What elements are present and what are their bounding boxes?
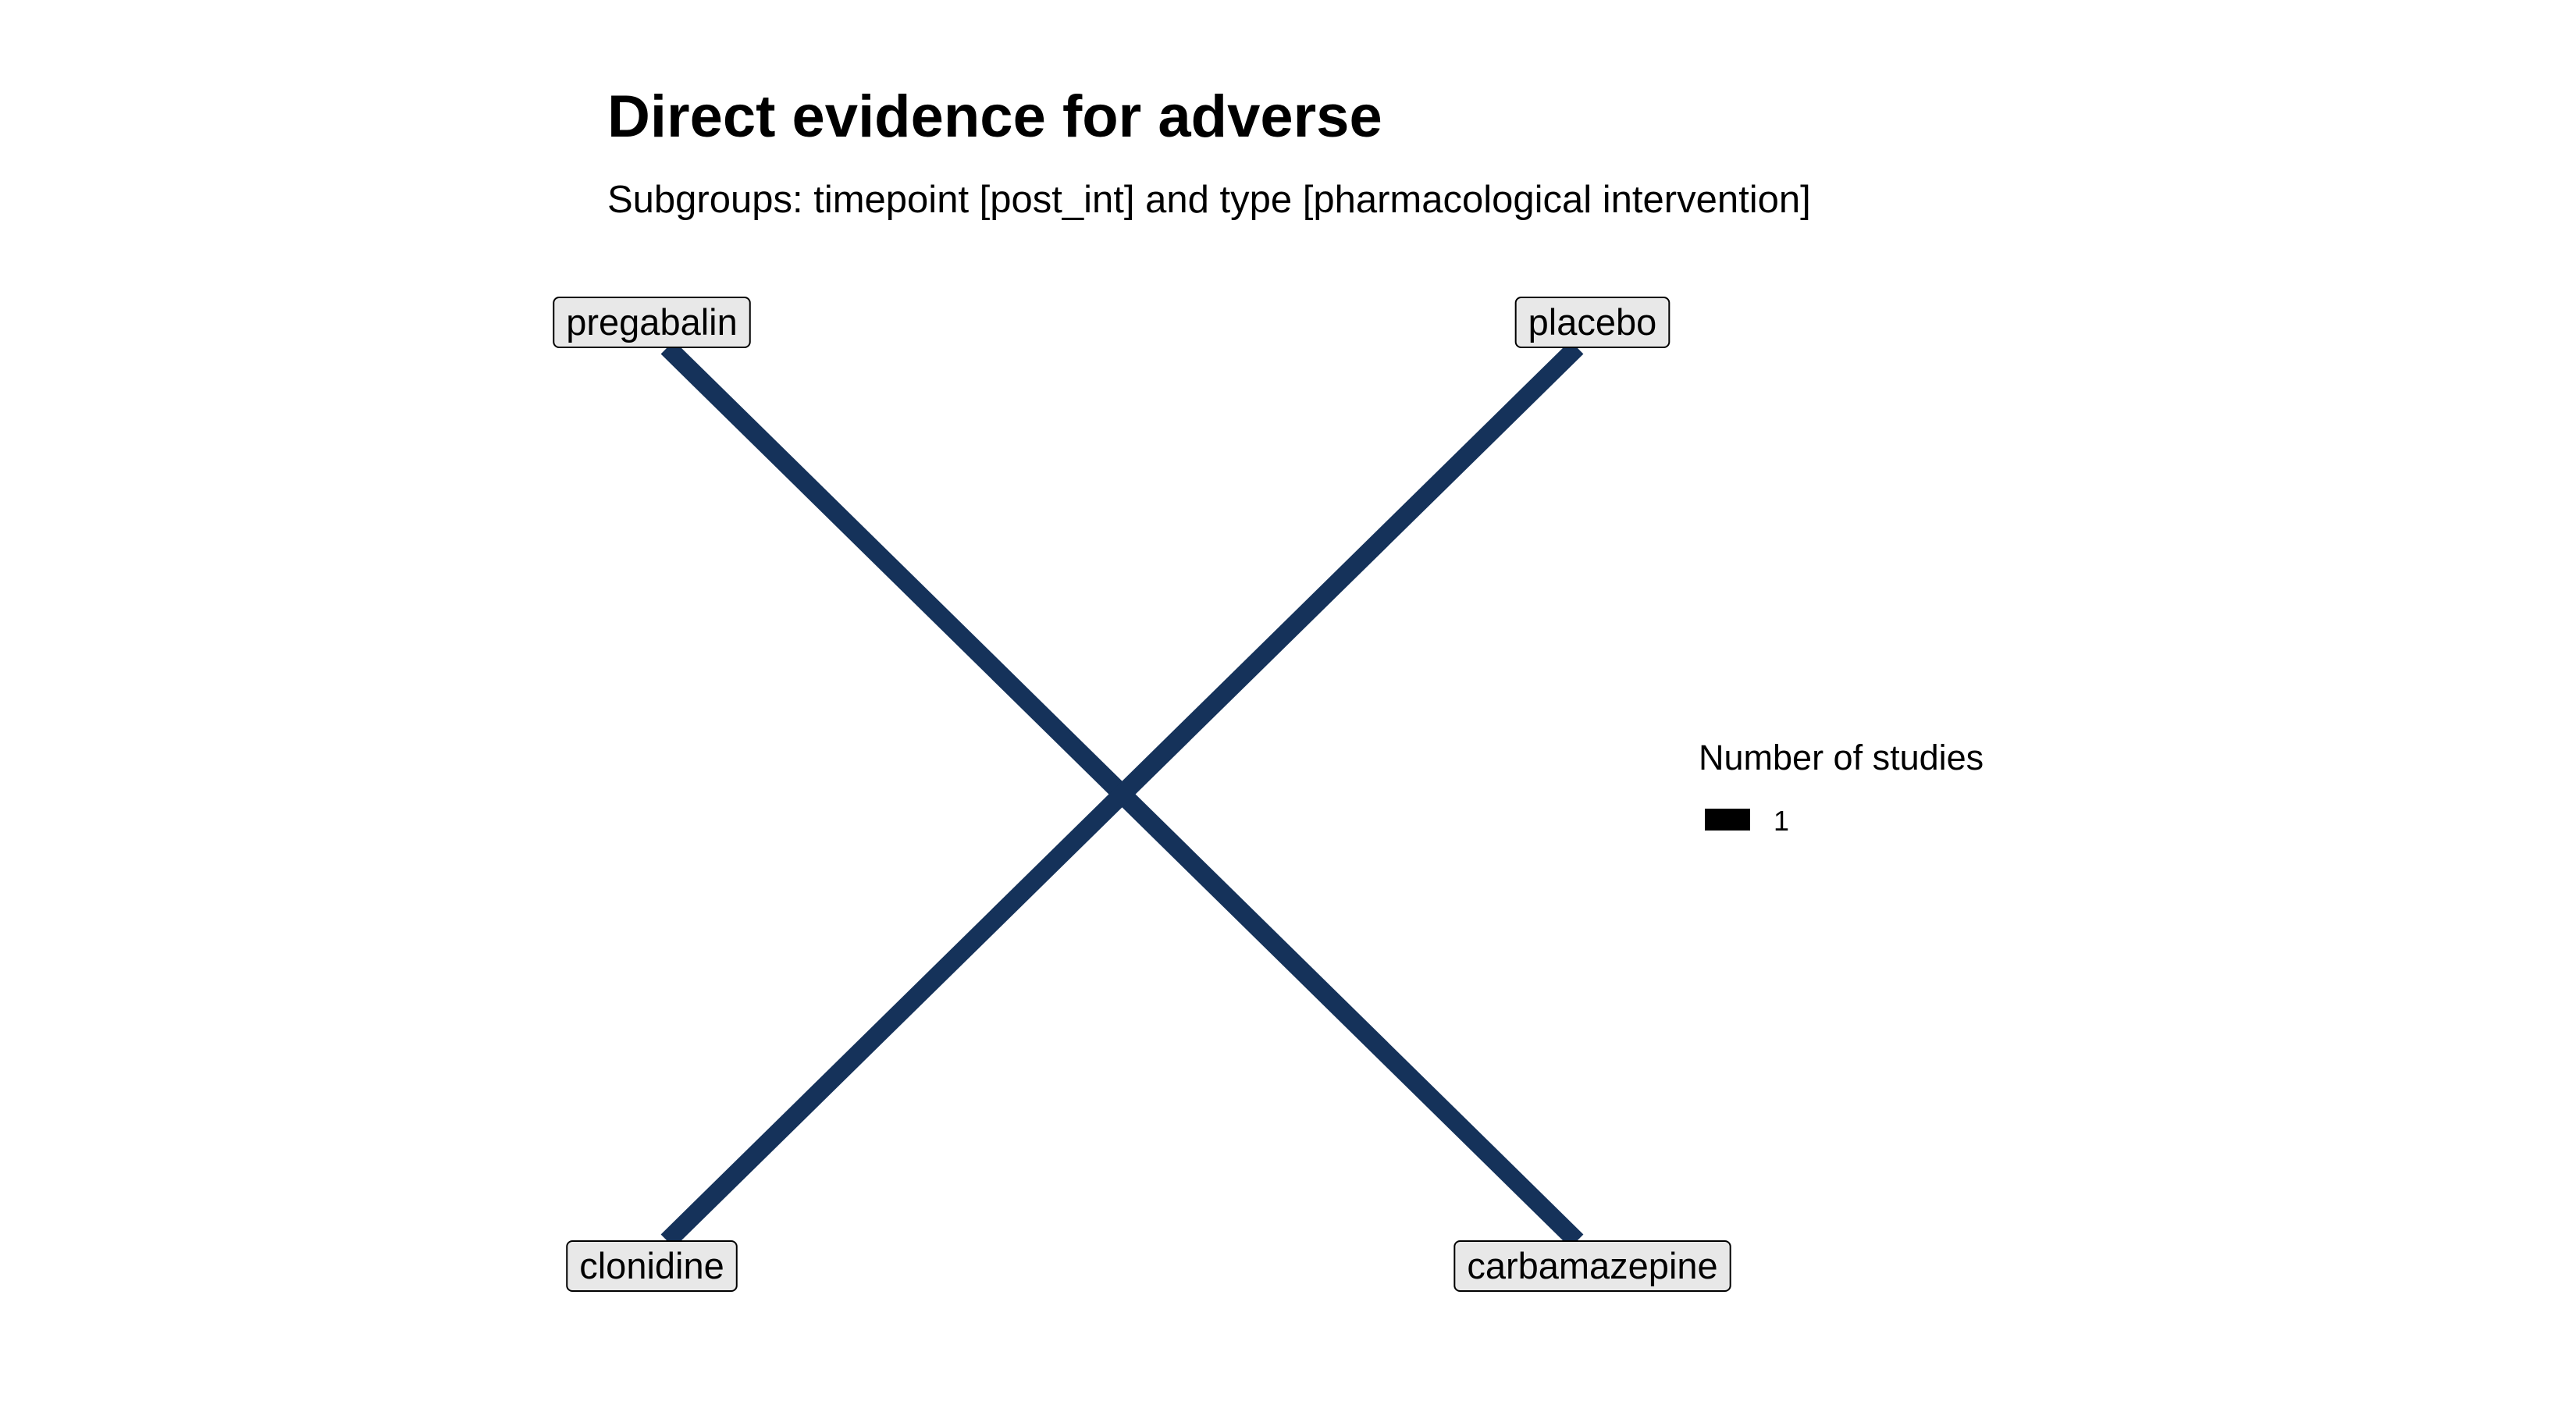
legend: Number of studies 1 — [1699, 738, 1984, 837]
node-label: pregabalin — [566, 301, 738, 343]
chart-subtitle: Subgroups: timepoint [post_int] and type… — [607, 179, 1811, 221]
edges-layer — [660, 340, 1584, 1248]
legend-title: Number of studies — [1699, 738, 1984, 777]
node-box — [553, 297, 751, 348]
node-carbamazepine: carbamazepine — [1453, 1240, 1731, 1292]
node-placebo: placebo — [1514, 297, 1670, 348]
chart-title: Direct evidence for adverse — [607, 84, 1382, 150]
node-box — [566, 1240, 738, 1292]
node-label: clonidine — [579, 1245, 724, 1286]
node-label: carbamazepine — [1467, 1245, 1717, 1286]
node-box — [1514, 297, 1670, 348]
legend-key-swatch — [1705, 809, 1750, 831]
node-pregabalin: pregabalin — [553, 297, 751, 348]
edge-placebo-clonidine — [660, 340, 1584, 1248]
legend-item-label: 1 — [1774, 805, 1789, 837]
node-label: placebo — [1528, 301, 1657, 343]
node-clonidine: clonidine — [566, 1240, 738, 1292]
nodes-layer: pregabalin placebo clonidine carbamazepine — [553, 297, 1731, 1292]
node-box — [1453, 1240, 1731, 1292]
